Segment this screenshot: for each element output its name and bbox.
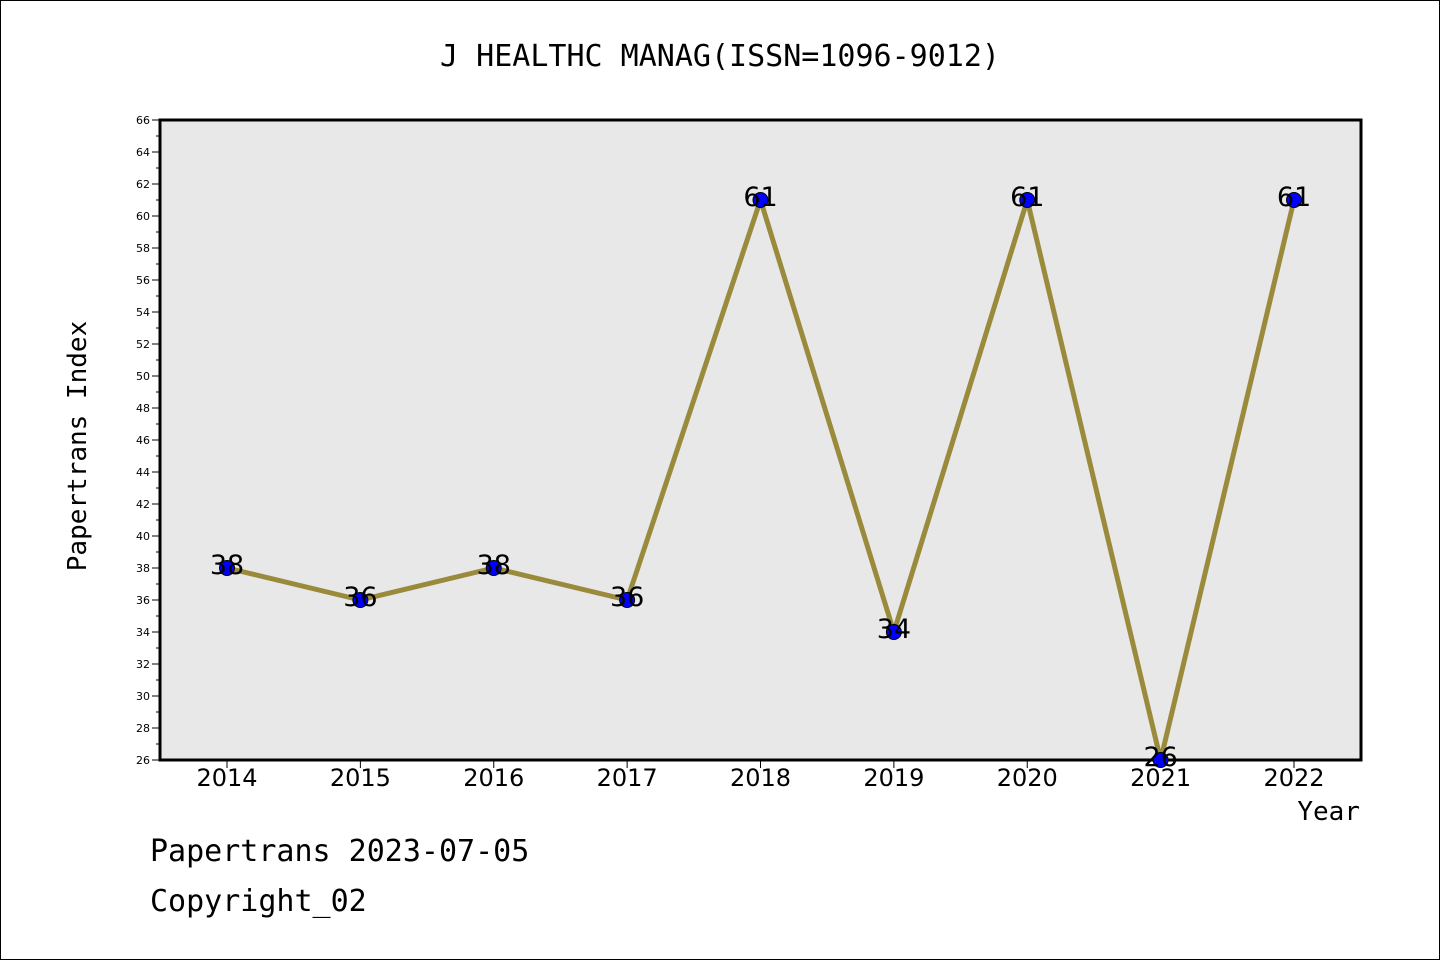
series-layer xyxy=(219,192,1302,768)
data-label: 34 xyxy=(877,614,911,645)
x-tick-label: 2017 xyxy=(597,764,658,792)
x-tick-label: 2015 xyxy=(330,764,391,792)
x-tick-label: 2021 xyxy=(1130,764,1191,792)
x-tick-label: 2020 xyxy=(997,764,1058,792)
y-tick-label: 30 xyxy=(136,690,150,703)
x-tick-label: 2019 xyxy=(863,764,924,792)
y-tick-label: 48 xyxy=(136,402,150,415)
data-label: 61 xyxy=(1010,182,1044,213)
y-tick-label: 50 xyxy=(136,370,150,383)
data-point xyxy=(1152,752,1169,768)
y-tick-label: 52 xyxy=(136,338,150,351)
data-label: 36 xyxy=(343,582,377,613)
x-tick-label: 2018 xyxy=(730,764,791,792)
x-tick-label: 2022 xyxy=(1263,764,1324,792)
data-label: 26 xyxy=(1143,742,1177,773)
data-point xyxy=(219,560,235,576)
data-point xyxy=(752,192,769,208)
footer-date: Papertrans 2023-07-05 xyxy=(150,834,530,869)
y-tick-label: 34 xyxy=(136,626,150,639)
y-tick-label: 40 xyxy=(136,530,150,543)
y-tick-label: 42 xyxy=(136,498,150,511)
y-tick-label: 54 xyxy=(136,306,150,319)
data-point xyxy=(485,560,502,576)
data-label: 61 xyxy=(1277,182,1311,213)
y-tick-label: 64 xyxy=(136,146,150,159)
chart-title: J HEALTHC MANAG(ISSN=1096-9012) xyxy=(440,39,1000,74)
y-axis-label: Papertrans Index xyxy=(63,321,93,571)
x-tick-label: 2014 xyxy=(196,764,257,792)
y-tick-label: 26 xyxy=(136,754,150,767)
x-axis: 2014 2015 2016 2017 2018 2019 2020 2021 2022 xyxy=(196,760,1325,792)
y-tick-label: 62 xyxy=(136,178,150,191)
y-tick-label: 46 xyxy=(136,434,150,447)
data-label: 61 xyxy=(743,182,777,213)
data-point xyxy=(1019,192,1036,208)
data-label: 38 xyxy=(210,550,244,581)
data-point xyxy=(619,592,636,608)
y-axis: 26 28 30 32 34 36 38 40 42 44 46 48 50 52 54 56 58 60 62 64… xyxy=(136,114,160,767)
data-label: 36 xyxy=(610,582,644,613)
footer-copyright: Copyright_02 xyxy=(150,884,367,919)
y-tick-label: 38 xyxy=(136,562,150,575)
y-tick-label: 36 xyxy=(136,594,150,607)
data-labels-layer: 38 36 38 36 61 34 61 26 61 xyxy=(210,182,1311,773)
y-tick-label: 60 xyxy=(136,210,150,223)
y-tick-label: 44 xyxy=(136,466,150,479)
data-point xyxy=(1286,192,1302,208)
data-point xyxy=(885,624,902,640)
y-tick-label: 32 xyxy=(136,658,150,671)
plot-area xyxy=(158,118,1363,762)
x-axis-label: Year xyxy=(1297,797,1360,827)
y-tick-label: 56 xyxy=(136,274,150,287)
data-point xyxy=(352,592,369,608)
x-tick-label: 2016 xyxy=(463,764,524,792)
data-label: 38 xyxy=(477,550,511,581)
y-tick-label: 58 xyxy=(136,242,150,255)
y-tick-label: 28 xyxy=(136,722,150,735)
y-tick-label: 66 xyxy=(136,114,150,127)
